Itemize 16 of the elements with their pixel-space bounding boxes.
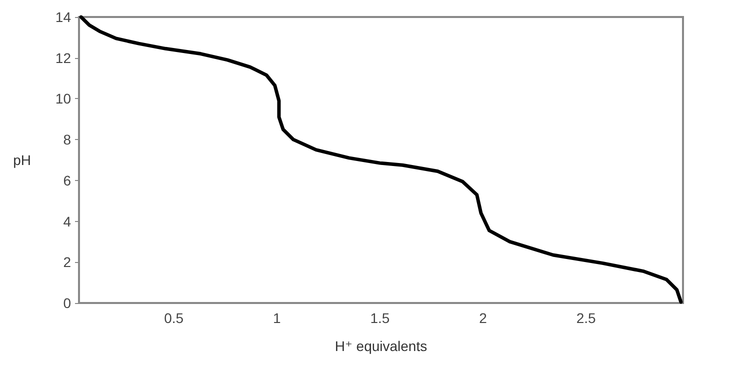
x-tick-label: 2	[479, 310, 488, 326]
x-tick-label: 1	[273, 310, 281, 326]
y-tick-label: 2	[63, 254, 72, 270]
y-tick-label: 14	[55, 9, 72, 25]
y-tick-label: 6	[63, 172, 72, 188]
x-tick-label: 2.5	[576, 310, 596, 326]
y-tick-label: 10	[55, 90, 72, 107]
y-tick-label: 4	[63, 213, 72, 230]
y-tick-label: 12	[55, 50, 72, 66]
line-series	[79, 15, 683, 304]
y-tick-label: 8	[63, 132, 72, 148]
x-tick-label: 0.5	[164, 310, 184, 326]
y-axis-title: pH	[13, 152, 31, 168]
x-tick-label: 1.5	[370, 310, 390, 326]
y-tick-label: 0	[63, 295, 72, 311]
x-axis-title: H⁺ equivalents	[334, 338, 428, 354]
